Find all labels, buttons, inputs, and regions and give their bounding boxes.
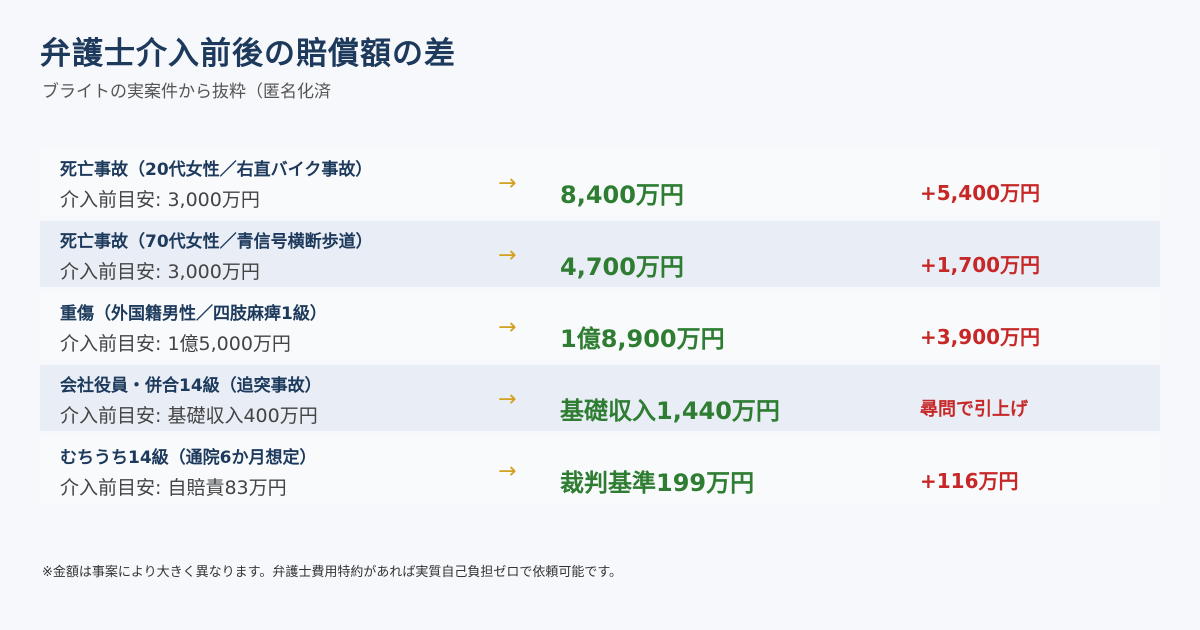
before-amount: 介入前目安: 1億5,000万円: [60, 333, 291, 355]
case-row: 死亡事故（70代女性／青信号横断歩道） 介入前目安: 3,000万円 → 4,7…: [40, 221, 1160, 287]
before-amount: 介入前目安: 3,000万円: [60, 261, 260, 283]
before-amount: 介入前目安: 基礎収入400万円: [60, 405, 318, 427]
page-title: 弁護士介入前後の賠償額の差: [40, 36, 456, 72]
difference-amount: 尋問で引上げ: [920, 399, 1028, 420]
after-amount: 1億8,900万円: [560, 325, 725, 353]
case-label: むちうち14級（通院6か月想定）: [60, 448, 317, 468]
page-subtitle: ブライトの実案件から抜粋（匿名化済: [42, 82, 331, 102]
footer-note: ※金額は事案により大きく異なります。弁護士費用特約があれば実質自己負担ゼロで依頼…: [42, 565, 623, 580]
arrow-right-icon: →: [498, 171, 517, 196]
case-label: 重傷（外国籍男性／四肢麻痺1級）: [60, 304, 327, 324]
case-row: 死亡事故（20代女性／右直バイク事故） 介入前目安: 3,000万円 → 8,4…: [40, 149, 1160, 215]
difference-amount: +3,900万円: [920, 325, 1041, 349]
arrow-right-icon: →: [498, 387, 517, 412]
case-row: 重傷（外国籍男性／四肢麻痺1級） 介入前目安: 1億5,000万円 → 1億8,…: [40, 293, 1160, 359]
case-label: 死亡事故（70代女性／青信号横断歩道）: [60, 232, 373, 252]
difference-amount: +116万円: [920, 469, 1019, 493]
before-amount: 介入前目安: 3,000万円: [60, 189, 260, 211]
arrow-right-icon: →: [498, 459, 517, 484]
arrow-right-icon: →: [498, 315, 517, 340]
case-row: 会社役員・併合14級（追突事故） 介入前目安: 基礎収入400万円 → 基礎収入…: [40, 365, 1160, 431]
after-amount: 基礎収入1,440万円: [560, 397, 780, 425]
before-amount: 介入前目安: 自賠責83万円: [60, 477, 287, 499]
difference-amount: +1,700万円: [920, 253, 1041, 277]
case-label: 会社役員・併合14級（追突事故）: [60, 376, 322, 396]
case-label: 死亡事故（20代女性／右直バイク事故）: [60, 160, 373, 180]
case-row: むちうち14級（通院6か月想定） 介入前目安: 自賠責83万円 → 裁判基準19…: [40, 437, 1160, 503]
case-list: 死亡事故（20代女性／右直バイク事故） 介入前目安: 3,000万円 → 8,4…: [40, 149, 1160, 509]
after-amount: 裁判基準199万円: [560, 469, 755, 497]
difference-amount: +5,400万円: [920, 181, 1041, 205]
after-amount: 8,400万円: [560, 181, 684, 209]
arrow-right-icon: →: [498, 243, 517, 268]
after-amount: 4,700万円: [560, 253, 684, 281]
